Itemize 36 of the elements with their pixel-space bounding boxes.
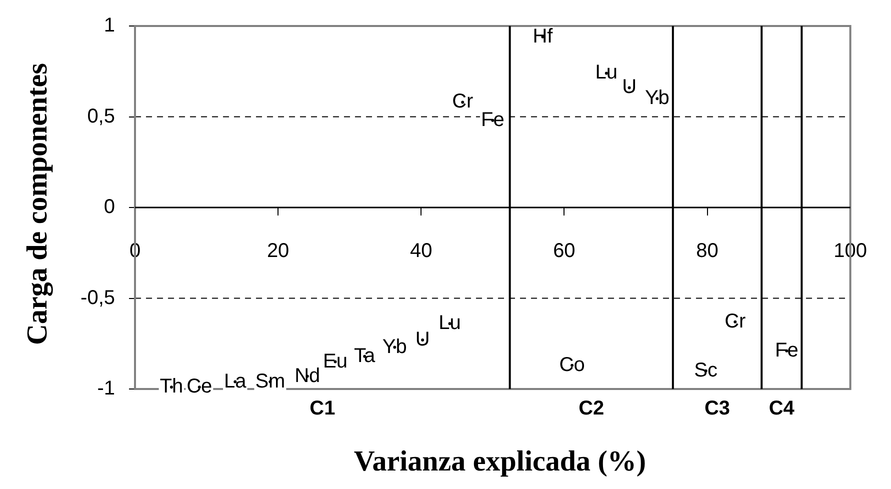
- data-label: Sc: [694, 359, 718, 382]
- x-tick-label: 40: [410, 240, 432, 262]
- x-tick-label: 80: [696, 240, 718, 262]
- text: C1: [310, 398, 336, 420]
- y-tick-label: 1: [104, 14, 115, 37]
- data-label: Hf: [532, 25, 554, 48]
- data-label: Co: [559, 354, 585, 376]
- text: C2: [578, 398, 604, 420]
- data-label: Yb: [382, 336, 407, 358]
- data-label: Ce: [186, 376, 212, 398]
- y-tick-label: -0,5: [80, 286, 115, 309]
- data-label: Yb: [644, 87, 670, 110]
- y-tick-label: -1: [97, 378, 115, 400]
- text: C4: [768, 398, 796, 420]
- data-label: Ta: [354, 344, 376, 367]
- x-tick-label: 60: [553, 240, 576, 262]
- data-label: Eu: [323, 350, 348, 372]
- x-axis-title: Varianza explicada (%): [354, 446, 646, 478]
- y-axis-title: Carga de componentes: [22, 63, 54, 345]
- text: C3: [704, 398, 730, 420]
- data-label: Cr: [724, 310, 746, 332]
- x-tick-label: 20: [266, 240, 290, 262]
- data-label: Cr: [452, 90, 474, 113]
- x-tick-label: 100: [834, 240, 868, 262]
- y-tick-label: 0: [104, 196, 115, 218]
- data-label: Lu: [595, 62, 618, 84]
- data-label: Th: [160, 376, 184, 398]
- data-label: La: [224, 370, 248, 392]
- data-label: Nd: [294, 364, 320, 387]
- data-label: Lu: [438, 312, 461, 334]
- data-label: Fe: [774, 339, 798, 362]
- data-label: U: [622, 76, 637, 98]
- data-label: Fe: [480, 108, 504, 131]
- y-tick-label: 0,5: [87, 105, 115, 128]
- data-label: Sm: [255, 370, 286, 392]
- data-label: U: [415, 328, 430, 351]
